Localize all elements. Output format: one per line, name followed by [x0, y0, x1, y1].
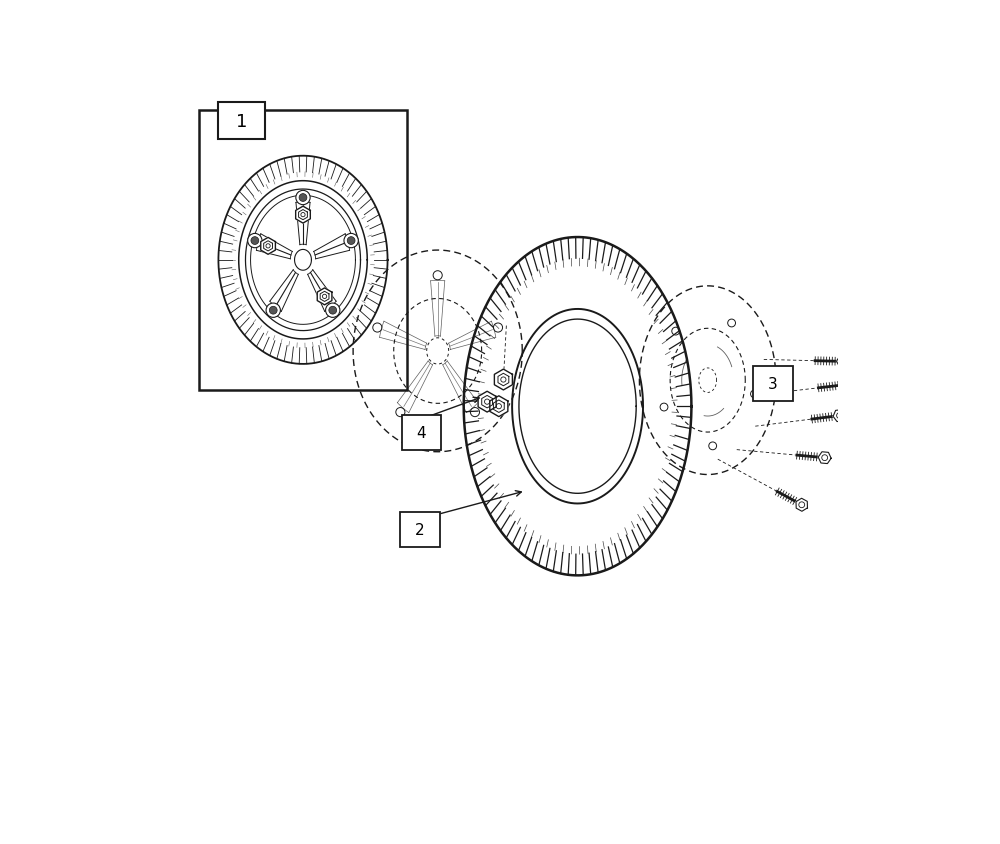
Polygon shape [494, 370, 512, 391]
Circle shape [347, 237, 355, 245]
Text: 1: 1 [236, 112, 248, 131]
Polygon shape [296, 207, 310, 224]
Circle shape [248, 234, 262, 248]
Circle shape [326, 304, 340, 318]
FancyBboxPatch shape [402, 415, 441, 450]
Polygon shape [796, 499, 807, 511]
Polygon shape [490, 397, 508, 417]
Polygon shape [818, 452, 831, 464]
Polygon shape [833, 410, 846, 422]
Circle shape [299, 194, 307, 203]
Circle shape [266, 304, 280, 318]
Polygon shape [837, 356, 850, 368]
Polygon shape [256, 235, 292, 259]
Polygon shape [296, 203, 310, 246]
Circle shape [344, 234, 358, 248]
Polygon shape [840, 379, 853, 391]
Polygon shape [308, 270, 336, 312]
Text: 2: 2 [415, 522, 425, 538]
Polygon shape [270, 270, 298, 312]
Polygon shape [261, 238, 275, 255]
FancyBboxPatch shape [400, 512, 440, 548]
Circle shape [329, 307, 337, 315]
Circle shape [269, 307, 277, 315]
FancyBboxPatch shape [753, 366, 793, 402]
Circle shape [296, 191, 310, 205]
Text: 3: 3 [768, 376, 778, 392]
FancyBboxPatch shape [218, 103, 265, 140]
Text: 4: 4 [417, 425, 426, 441]
Polygon shape [478, 392, 496, 413]
Circle shape [251, 237, 259, 245]
Polygon shape [314, 235, 350, 259]
Polygon shape [317, 289, 332, 306]
